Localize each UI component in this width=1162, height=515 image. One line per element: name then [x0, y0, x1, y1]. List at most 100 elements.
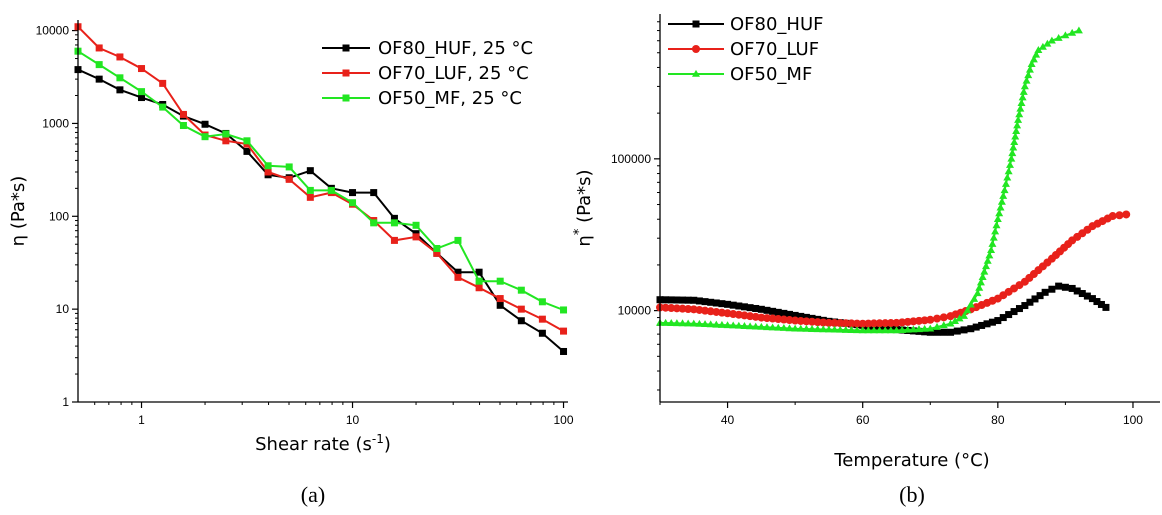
panel-b-data-point	[933, 314, 942, 323]
panel-a-data-point	[222, 130, 230, 138]
panel-b-data-point	[1022, 76, 1031, 84]
panel-b-data-point	[869, 326, 878, 334]
panel-b-data-point	[992, 221, 1001, 229]
panel-a-data-point	[412, 233, 420, 241]
panel-a-data-point	[538, 298, 546, 306]
panel-b-data-point	[988, 239, 997, 247]
panel-a-data-point	[264, 168, 272, 176]
panel-b-data-point	[898, 326, 907, 333]
panel-b-data-point	[1025, 65, 1034, 73]
panel-a-data-point	[243, 147, 251, 155]
panel-a-y-tick-label: 100	[49, 209, 69, 223]
panel-b-data-point	[933, 322, 942, 330]
panel-b-data-point	[672, 319, 681, 327]
panel-a-data-point	[496, 295, 504, 303]
panel-b-data-point	[729, 321, 738, 329]
panel-b-data-point	[1108, 212, 1117, 221]
panel-b-data-point	[955, 314, 964, 322]
panel-b-data-point	[995, 209, 1004, 217]
panel-b-data-point	[1097, 300, 1105, 308]
panel-b-data-point	[1068, 28, 1077, 36]
panel-b-data-point	[975, 283, 984, 291]
panel-b-data-point	[841, 319, 850, 328]
panel-a-data-point	[159, 103, 167, 111]
panel-b-data-point	[1038, 42, 1047, 50]
panel-a-data-point	[138, 65, 146, 73]
panel-b-data-point	[853, 319, 862, 328]
panel-b-data-point	[939, 321, 948, 329]
panel-a-x-tick-label: 100	[554, 413, 574, 427]
panel-b-data-point	[1027, 60, 1036, 68]
panel-b-data-point	[1047, 36, 1056, 44]
panel-b-data-point	[973, 289, 982, 297]
panel-b-data-point	[1061, 283, 1069, 291]
panel-b-data-point	[1054, 33, 1063, 41]
panel-b-data-point	[1078, 290, 1086, 298]
panel-a-data-point	[116, 53, 124, 61]
panel-b-data-point	[667, 304, 676, 313]
panel-b-data-point	[836, 325, 845, 333]
panel-b-data-point	[994, 317, 1002, 325]
panel-b-data-point	[1013, 121, 1022, 129]
panel-b-data-point	[695, 297, 703, 305]
panel-b-data-point	[768, 323, 777, 331]
legend-label: OF80_HUF, 25 °C	[378, 38, 533, 59]
panel-b-data-point	[1061, 31, 1070, 39]
panel-a-data-point	[454, 268, 462, 276]
panel-a-data-point	[243, 137, 251, 145]
panel-a-data-point	[138, 88, 146, 96]
panel-b-data-point	[1011, 132, 1020, 140]
panel-a-data-point	[475, 284, 483, 292]
panel-b-data-point	[903, 325, 912, 333]
panel-b-data-point	[1005, 311, 1013, 319]
panel-b-data-point	[987, 246, 996, 254]
panel-a-data-point	[327, 186, 335, 194]
panel-b-data-point	[978, 273, 987, 280]
panel-b-data-point	[915, 325, 924, 333]
panel-a-data-point	[517, 317, 525, 325]
panel-b-data-point	[933, 328, 941, 336]
panel-b-data-point	[717, 320, 726, 328]
panel-a-legend: OF80_HUF, 25 °C OF70_LUF, 25 °C OF50_MF, 2…	[322, 38, 533, 109]
panel-b-data-point	[1026, 298, 1034, 306]
panel-b-data-point	[909, 325, 918, 333]
panel-b-data-point	[988, 318, 996, 326]
panel-b-data-point	[1088, 295, 1096, 303]
panel-b-data-point	[1032, 50, 1041, 58]
panel-b-data-point	[757, 305, 765, 313]
panel-a-data-point	[285, 163, 293, 171]
panel-b-data-point	[1001, 179, 1010, 187]
panel-b-data-point	[734, 321, 743, 329]
panel-a-y-tick-label: 1	[62, 395, 69, 409]
panel-a-data-point	[222, 137, 230, 145]
panel-a-data-point	[390, 219, 398, 227]
panel-b-data-point	[1074, 26, 1083, 34]
panel-b-data-point	[960, 326, 968, 334]
panel-a-data-point	[370, 189, 378, 197]
panel-b-data-point	[1008, 149, 1017, 157]
panel-a-x-tick-label: 1	[138, 413, 145, 427]
panel-b-data-point	[740, 322, 749, 329]
panel-b-data-point	[921, 328, 929, 336]
panel-b-data-point	[853, 326, 862, 334]
panel-b-data-point	[966, 300, 975, 308]
panel-a-data-point	[201, 133, 209, 141]
panel-b-data-point	[983, 320, 991, 328]
panel-b-label: (b)	[899, 482, 925, 507]
panel-a-data-point	[475, 277, 483, 285]
panel-b-data-point	[858, 319, 867, 328]
legend-label: OF70_LUF	[730, 39, 819, 60]
panel-b-data-point	[1029, 55, 1038, 63]
panel-a-data-point	[538, 315, 546, 323]
panel-b-data-point	[864, 319, 873, 328]
panel-b-data-point	[712, 320, 721, 328]
panel-a-data-point	[95, 61, 103, 69]
panel-b-data-point	[746, 304, 754, 312]
panel-a-data-point	[95, 44, 103, 52]
panel-b-data-point	[869, 319, 878, 328]
panel-b-data-point	[695, 319, 704, 327]
panel-b-data-point	[1015, 110, 1024, 118]
panel-b-data-point	[1010, 308, 1018, 316]
panel-b-data-point	[661, 303, 670, 312]
panel-a-data-point	[179, 122, 187, 130]
